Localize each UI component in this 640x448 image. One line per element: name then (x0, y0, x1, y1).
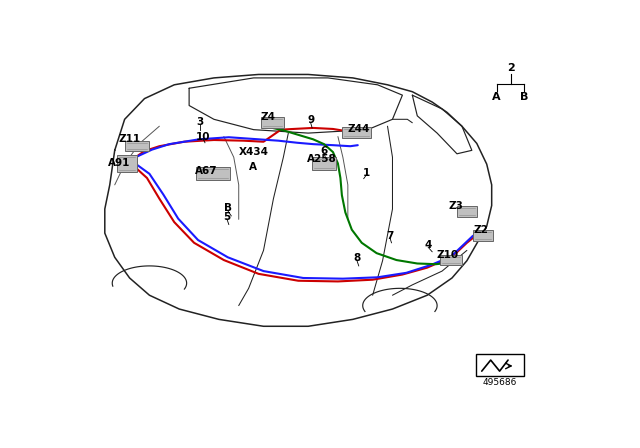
Text: 3: 3 (196, 117, 204, 127)
Text: A: A (248, 162, 257, 172)
Bar (440, 255, 463, 265)
Text: A91: A91 (108, 158, 130, 168)
Bar (473, 230, 493, 241)
Bar (117, 155, 137, 172)
Text: 6: 6 (321, 146, 328, 156)
Text: B: B (520, 92, 529, 102)
Bar (457, 206, 477, 217)
Text: Z44: Z44 (348, 124, 370, 134)
Text: 8: 8 (353, 253, 360, 263)
Text: X434: X434 (239, 147, 269, 157)
Bar (312, 156, 336, 170)
Text: 4: 4 (424, 240, 432, 250)
Text: 10: 10 (196, 132, 211, 142)
Text: 1: 1 (363, 168, 371, 178)
Text: A258: A258 (307, 154, 337, 164)
Text: Z2: Z2 (474, 225, 488, 235)
Text: 5: 5 (223, 211, 230, 222)
Text: 495686: 495686 (483, 378, 517, 387)
Bar (196, 167, 230, 181)
Bar (125, 141, 149, 151)
Text: B: B (224, 203, 232, 213)
Bar (260, 116, 284, 128)
Text: Z11: Z11 (118, 134, 141, 144)
Bar (342, 126, 371, 138)
Text: Z3: Z3 (449, 201, 463, 211)
Text: A: A (492, 92, 501, 102)
Bar (476, 354, 524, 376)
Text: Z10: Z10 (437, 250, 459, 259)
Text: 2: 2 (507, 63, 515, 73)
Text: 7: 7 (387, 231, 394, 241)
Text: A67: A67 (195, 166, 218, 176)
Text: Z4: Z4 (261, 112, 276, 122)
Text: 9: 9 (307, 115, 314, 125)
